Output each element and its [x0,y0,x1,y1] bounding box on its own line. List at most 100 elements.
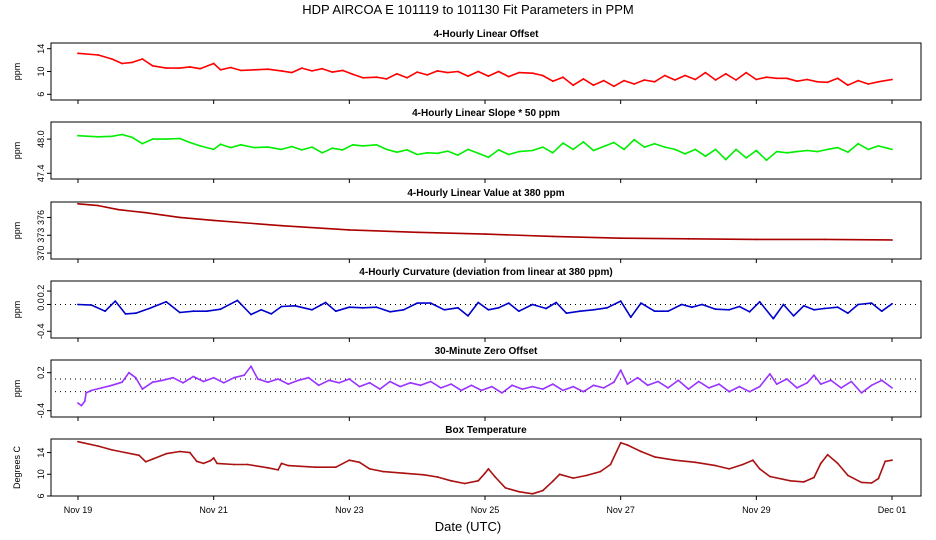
data-point [891,387,893,389]
data-point [497,306,500,309]
data-point [857,142,859,145]
data-point [758,300,761,303]
data-point [653,310,656,313]
data-point [708,387,710,389]
data-point [233,463,235,466]
data-point [280,148,283,151]
data-point [748,390,751,393]
data-point [429,302,432,304]
data-point [212,148,215,151]
data-point [443,308,446,311]
y-tick-label: 48.0 [36,130,46,148]
data-point [735,79,737,81]
data-point [287,464,290,467]
data-point [212,219,215,222]
data-point [891,148,893,151]
data-point [728,390,731,393]
data-point [531,149,534,152]
data-point [813,374,815,377]
panel-6: Box Temperature Degrees C 6 10 14 [12,425,922,500]
data-point [111,449,113,451]
data-point [819,462,822,465]
data-point [77,303,79,306]
data-point [782,303,785,306]
data-point [341,149,344,151]
data-point [755,238,758,241]
data-point [111,135,113,138]
data-point [450,383,452,385]
data-point [694,148,697,151]
x-axis: Nov 19 Nov 21 Nov 23 Nov 25 Nov 27 Nov 29 Dec … [64,505,907,515]
data-point [341,69,344,72]
data-point [511,384,513,387]
data-point [111,384,113,387]
data-point [518,71,520,74]
y-tick-label: 47.4 [36,165,46,183]
data-point [77,134,79,137]
y-axis-label: ppm [12,301,22,319]
panel-1: 4-Hourly Linear Offset ppm 6 10 14 [12,29,922,104]
data-point [97,445,100,447]
data-point [457,306,459,309]
data-point [358,461,361,464]
data-point [640,450,642,453]
data-point [487,75,490,77]
data-point [351,73,354,76]
panel-frame [50,201,922,260]
data-point [287,383,290,385]
data-point [280,224,283,227]
data-point [518,310,520,313]
data-point [368,468,371,470]
y-tick-label: 376 [36,210,46,225]
y-tick-label: 6 [36,92,46,97]
data-point [165,138,168,141]
panel-5: 30-Minute Zero Offset ppm -0.4 0.2 [12,346,922,421]
data-point [599,470,602,473]
data-point [507,153,510,156]
panel-frame [50,42,922,101]
data-point [307,376,310,379]
data-point [518,490,520,493]
data-point [497,149,500,151]
y-axis-label: ppm [12,142,22,160]
data-point [239,143,242,146]
data-point [694,78,697,81]
data-point [416,71,419,73]
data-point [592,149,595,152]
data-point [806,78,809,81]
data-point [714,464,717,467]
data-point [178,67,181,69]
x-tick-label: Nov 25 [471,505,500,515]
data-point [253,146,256,149]
data-point [592,84,595,87]
data-point [121,133,123,136]
data-point [775,150,778,153]
data-point [141,142,144,145]
data-point [572,477,575,479]
y-tick-label: 0.2 [36,285,46,298]
data-point [409,381,412,384]
data-point [619,237,622,240]
data-point [501,392,503,394]
data-point [114,300,117,302]
x-tick-label: Nov 23 [335,505,364,515]
data-point [646,384,649,387]
data-point [857,303,859,306]
data-point [494,476,497,478]
chart-main-title: HDP AIRCOA E 101119 to 101130 Fit Parame… [302,2,633,17]
data-point [199,145,202,147]
y-tick-label: 0.0 [36,298,46,311]
data-point [541,146,544,149]
data-point [206,310,208,313]
data-point [246,463,249,466]
data-point [321,67,324,70]
data-point [748,310,751,313]
data-point [745,71,748,74]
data-point [85,392,87,394]
data-point [802,481,805,483]
data-point [585,474,588,477]
data-point [151,138,154,141]
data-point [728,308,731,311]
x-axis-label: Date (UTC) [435,519,501,534]
series-line [77,133,893,161]
